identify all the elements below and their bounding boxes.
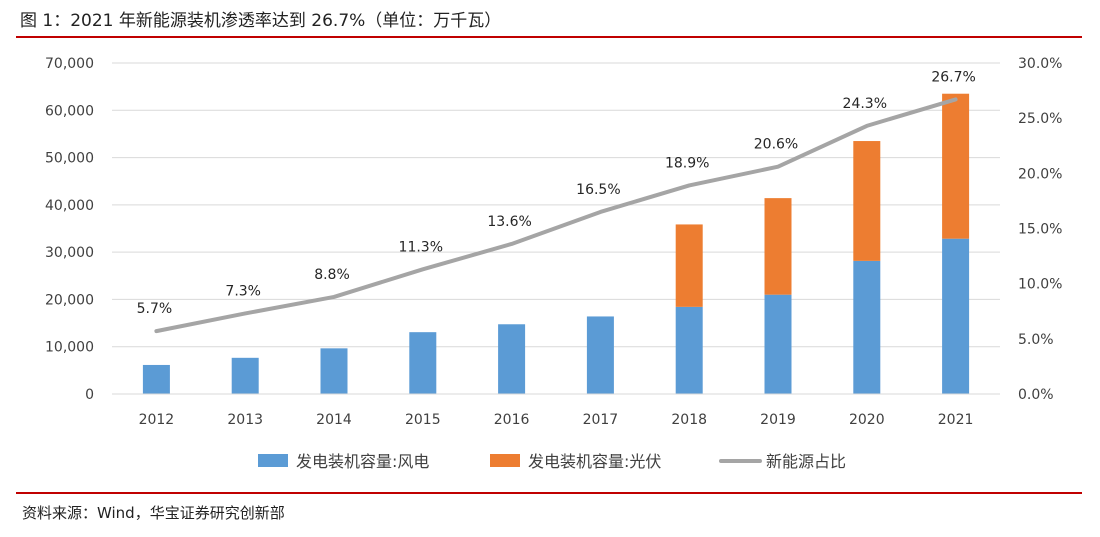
right-tick-label: 30.0% [1018, 56, 1062, 72]
gridlines [112, 62, 1000, 348]
left-tick-label: 30,000 [45, 245, 94, 261]
right-tick-label: 20.0% [1018, 166, 1062, 182]
legend-swatch-wind [258, 454, 288, 467]
x-tick-label: 2017 [583, 412, 619, 428]
left-tick-label: 40,000 [45, 198, 94, 214]
bar-solar [853, 141, 881, 261]
share-point [421, 267, 425, 271]
x-tick-label: 2012 [139, 412, 175, 428]
footer-divider [16, 492, 1082, 494]
bar-wind [498, 324, 526, 394]
share-data-label: 16.5% [576, 182, 620, 198]
chart: 0 10,000 20,000 30,000 40,000 50,000 60,000 70,… [45, 56, 1062, 471]
source-note: 资料来源：Wind，华宝证券研究创新部 [22, 504, 285, 522]
x-tick-label: 2018 [671, 412, 707, 428]
share-data-label: 11.3% [399, 239, 443, 255]
share-point [332, 295, 336, 299]
left-tick-label: 50,000 [45, 151, 94, 167]
left-axis: 0 10,000 20,000 30,000 40,000 50,000 60,000 70,… [45, 56, 94, 403]
x-axis: 2012 2013 2014 2015 2016 2017 2018 2019 2020 2021 [112, 393, 1000, 428]
right-tick-label: 15.0% [1018, 222, 1062, 238]
legend-label-solar: 发电装机容量:光伏 [528, 452, 661, 471]
right-tick-label: 25.0% [1018, 111, 1062, 127]
chart-title: 图 1：2021 年新能源装机渗透率达到 26.7%（单位：万千瓦） [20, 11, 502, 31]
share-point [865, 124, 869, 128]
x-tick-label: 2021 [938, 412, 974, 428]
share-point [776, 165, 780, 169]
share-point [954, 97, 958, 101]
left-tick-label: 0 [85, 387, 94, 403]
bar-solar [942, 93, 970, 239]
right-tick-label: 5.0% [1018, 332, 1054, 348]
right-tick-label: 10.0% [1018, 277, 1062, 293]
bar-wind [142, 364, 170, 394]
bars [142, 93, 970, 394]
share-data-label: 20.6% [754, 137, 798, 153]
share-point [154, 329, 158, 333]
bar-wind [586, 316, 614, 394]
left-tick-label: 70,000 [45, 56, 94, 72]
legend: 发电装机容量:风电 发电装机容量:光伏 新能源占比 [258, 452, 846, 471]
x-tick-label: 2016 [494, 412, 530, 428]
x-tick-label: 2019 [760, 412, 796, 428]
right-tick-label: 0.0% [1018, 387, 1054, 403]
share-data-label: 24.3% [843, 96, 887, 112]
x-tick-label: 2014 [316, 412, 352, 428]
x-tick-label: 2020 [849, 412, 885, 428]
bar-wind [853, 260, 881, 394]
bar-wind [231, 357, 259, 394]
right-axis: 0.0% 5.0% 10.0% 15.0% 20.0% 25.0% 30.0% [1018, 56, 1062, 403]
share-data-label: 5.7% [137, 301, 173, 317]
share-data-label: 8.8% [314, 267, 350, 283]
bar-wind [320, 348, 348, 394]
share-data-label: 26.7% [931, 69, 975, 85]
share-data-label: 13.6% [487, 214, 531, 230]
legend-label-share: 新能源占比 [766, 452, 846, 471]
share-line-path [154, 97, 958, 334]
left-tick-label: 20,000 [45, 292, 94, 308]
bar-solar [764, 198, 792, 295]
left-tick-label: 10,000 [45, 340, 94, 356]
legend-swatch-solar [490, 454, 520, 467]
bar-wind [942, 238, 970, 394]
bar-solar [675, 224, 703, 307]
bar-wind [409, 332, 437, 394]
share-data-label: 18.9% [665, 155, 709, 171]
share-point [598, 210, 602, 214]
bar-wind [764, 294, 792, 394]
share-line: 5.7% 7.3% 8.8% 11.3% 13.6% 16.5% 18.9% 20.6% 24.… [137, 69, 976, 334]
share-point [243, 311, 247, 315]
share-point [510, 242, 514, 246]
x-tick-label: 2015 [405, 412, 441, 428]
title-divider [16, 36, 1082, 38]
x-tick-label: 2013 [227, 412, 263, 428]
share-point [687, 183, 691, 187]
left-tick-label: 60,000 [45, 103, 94, 119]
bar-wind [675, 306, 703, 394]
legend-label-wind: 发电装机容量:风电 [296, 452, 429, 471]
share-data-label: 7.3% [225, 283, 261, 299]
